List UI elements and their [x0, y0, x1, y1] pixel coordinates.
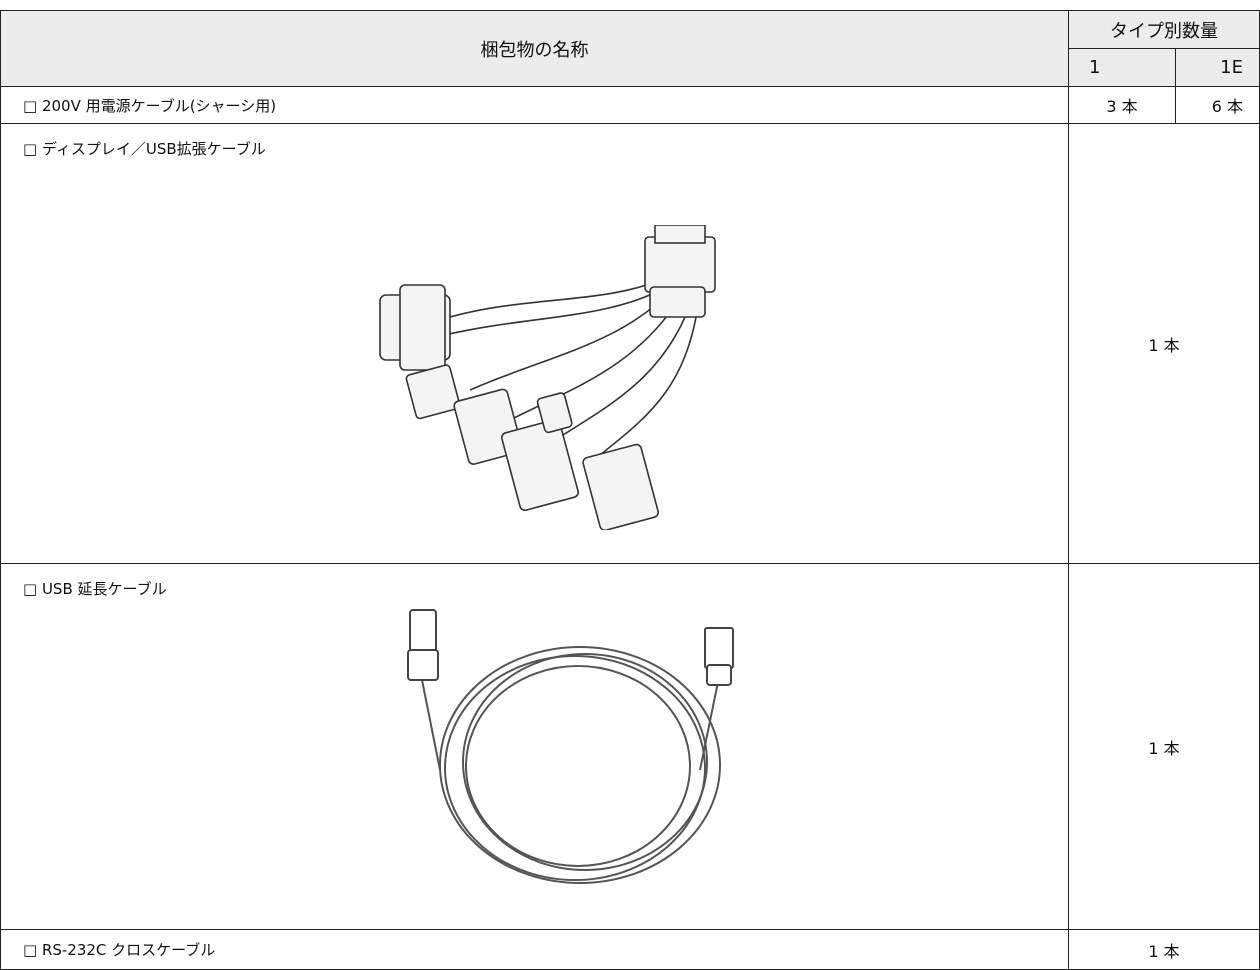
- header-type: 1: [1068, 48, 1176, 87]
- item-name: □ 200V 用電源ケーブル(シャーシ用): [0, 86, 1069, 124]
- item-quantity: 3 本: [1068, 86, 1176, 124]
- header-quantity: タイプ別数量: [1068, 10, 1260, 49]
- item-quantity: 1 本: [1068, 929, 1260, 970]
- usb-cable-illustration: [407, 609, 734, 884]
- display-cable-illustration: [379, 225, 716, 530]
- item-quantity: 6 本: [1175, 86, 1260, 124]
- item-quantity: 1 本: [1068, 123, 1260, 564]
- header-name: 梱包物の名称: [0, 10, 1069, 87]
- item-name: □ RS-232C クロスケーブル: [0, 929, 1069, 970]
- item-quantity: 1 本: [1068, 563, 1260, 930]
- header-type: 1E: [1175, 48, 1260, 87]
